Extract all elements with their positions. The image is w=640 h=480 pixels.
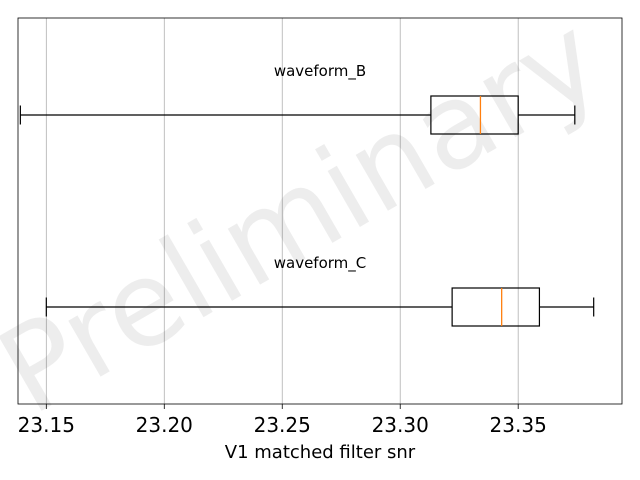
x-axis-ticks: 23.15 23.20 23.25 23.30 23.35 [18, 404, 547, 437]
x-axis-label: V1 matched filter snr [225, 442, 416, 463]
grid-lines [45, 18, 519, 404]
box-group: waveform_C [45, 254, 595, 327]
plot-frame [17, 17, 623, 405]
x-tick-label: 23.15 [18, 413, 75, 437]
x-tick-label: 23.30 [372, 413, 429, 437]
iqr-box [430, 95, 519, 135]
box-group: waveform_B [19, 62, 576, 135]
iqr-box [451, 287, 541, 327]
box-title: waveform_B [274, 62, 366, 81]
x-tick-label: 23.35 [490, 413, 547, 437]
x-tick-label: 23.20 [136, 413, 193, 437]
x-tick-label: 23.25 [254, 413, 311, 437]
boxes: waveform_B waveform_C [19, 62, 595, 327]
box-title: waveform_C [274, 254, 367, 273]
